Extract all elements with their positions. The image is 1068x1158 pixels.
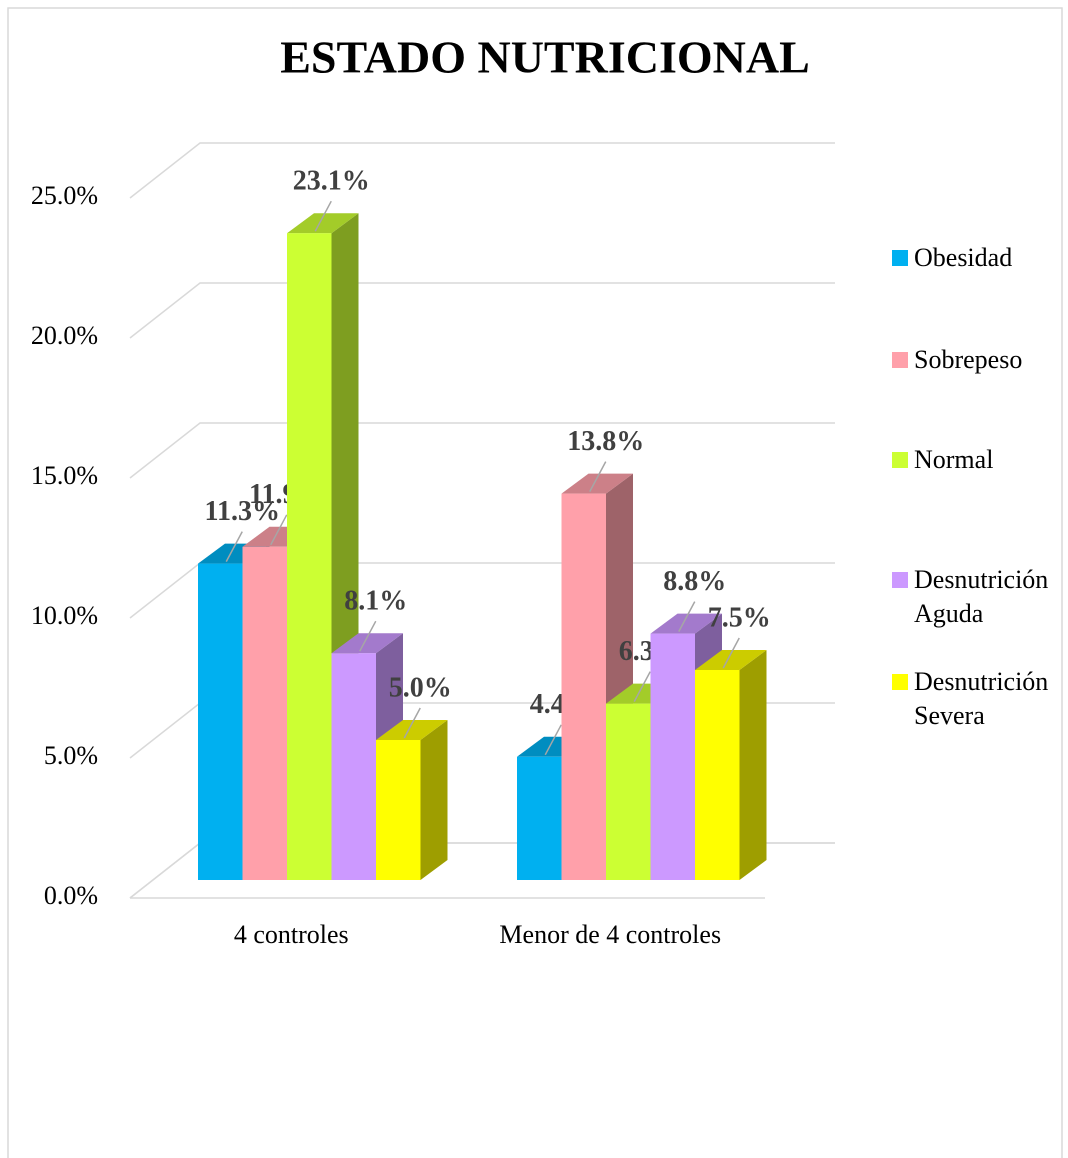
bar-top bbox=[561, 473, 633, 494]
y-tick-label: 20.0% bbox=[31, 321, 98, 350]
legend-swatch bbox=[892, 250, 908, 266]
bar bbox=[198, 563, 243, 880]
y-tick-label: 15.0% bbox=[31, 461, 98, 490]
bar-side bbox=[420, 720, 448, 880]
leader-line bbox=[270, 514, 288, 546]
data-label: 11.3% bbox=[205, 496, 280, 527]
bar bbox=[517, 756, 562, 880]
legend-label: Normal bbox=[914, 445, 994, 474]
bar-side bbox=[739, 650, 767, 880]
bar-top bbox=[695, 650, 767, 670]
data-label: 8.8% bbox=[663, 566, 726, 597]
leader-line bbox=[589, 461, 607, 492]
x-tick-label: Menor de 4 controles bbox=[499, 920, 721, 949]
leader-line bbox=[359, 620, 377, 652]
grid-line bbox=[129, 282, 835, 339]
bar bbox=[242, 546, 287, 880]
bar bbox=[331, 653, 376, 880]
legend-swatch bbox=[892, 352, 908, 368]
legend-label: Obesidad bbox=[914, 243, 1013, 272]
bar-top bbox=[650, 613, 722, 634]
y-tick-label: 25.0% bbox=[31, 181, 98, 210]
x-tick-label: 4 controles bbox=[234, 920, 349, 949]
leader-line bbox=[678, 601, 696, 632]
legend-swatch bbox=[892, 674, 908, 690]
leader-line bbox=[633, 671, 651, 702]
legend-label: Desnutrición Severa bbox=[914, 667, 1049, 730]
legend-swatch bbox=[892, 572, 908, 588]
bar bbox=[650, 633, 695, 880]
data-label: 13.8% bbox=[567, 426, 644, 457]
leader-line bbox=[403, 707, 421, 739]
data-label: 8.1% bbox=[344, 586, 407, 617]
leader-line bbox=[544, 724, 562, 756]
leader-line bbox=[225, 531, 243, 562]
bar-top bbox=[376, 720, 448, 740]
bar bbox=[606, 703, 651, 880]
bar-top bbox=[287, 213, 359, 234]
grid-line bbox=[129, 142, 835, 199]
grid-line bbox=[129, 422, 835, 479]
leader-line bbox=[722, 637, 740, 669]
legend-swatch bbox=[892, 452, 908, 468]
bar bbox=[695, 670, 740, 880]
bar bbox=[561, 493, 606, 880]
legend-label: Sobrepeso bbox=[914, 345, 1023, 374]
y-tick-label: 0.0% bbox=[44, 881, 98, 910]
bar-top bbox=[331, 633, 403, 654]
data-label: 23.1% bbox=[293, 166, 370, 197]
bar bbox=[376, 740, 421, 880]
leader-line bbox=[314, 200, 332, 232]
y-tick-label: 10.0% bbox=[31, 601, 98, 630]
legend-label: Desnutrición Aguda bbox=[914, 565, 1049, 628]
data-label: 5.0% bbox=[389, 672, 452, 703]
chart-title: ESTADO NUTRICIONAL bbox=[280, 32, 810, 83]
data-label: 7.5% bbox=[708, 602, 771, 633]
y-tick-label: 5.0% bbox=[44, 741, 98, 770]
bar bbox=[287, 233, 332, 880]
chart-border bbox=[7, 7, 1063, 1158]
